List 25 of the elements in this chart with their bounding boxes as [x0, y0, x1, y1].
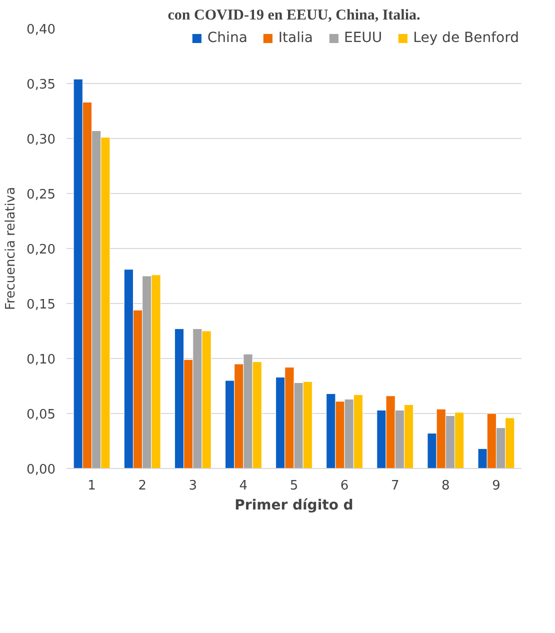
x-tick-label: 4 [239, 478, 248, 494]
legend-label: Ley de Benford [413, 30, 519, 46]
legend-label: China [207, 30, 248, 46]
x-tick-label: 2 [138, 478, 146, 494]
y-tick-label: 0,35 [26, 78, 56, 92]
x-tick-label: 3 [188, 478, 198, 494]
legend-label: EEUU [344, 30, 382, 46]
x-axis-title: Primer dígito d [234, 498, 354, 514]
x-tick-label: 7 [390, 478, 400, 494]
x-tick-label: 5 [290, 478, 298, 494]
x-tick-label: 1 [88, 478, 96, 494]
x-tick-label: 9 [492, 478, 500, 494]
y-axis-title: Frecuencia relativa [4, 186, 19, 310]
chart-title: con COVID-19 en EEUU, China, Italia. [168, 8, 421, 24]
x-tick-label: 6 [340, 478, 349, 494]
legend-label: Italia [278, 30, 313, 46]
y-tick-label: 0,10 [26, 352, 56, 368]
y-tick-label: 0,30 [26, 132, 56, 148]
y-tick-label: 0,40 [26, 22, 56, 38]
y-tick-label: 0,25 [26, 188, 56, 202]
y-tick-label: 0,00 [26, 462, 56, 478]
x-tick-label: 8 [442, 478, 450, 494]
y-tick-label: 0,15 [26, 298, 56, 312]
y-tick-label: 0,05 [26, 408, 56, 422]
y-tick-label: 0,20 [26, 242, 56, 258]
